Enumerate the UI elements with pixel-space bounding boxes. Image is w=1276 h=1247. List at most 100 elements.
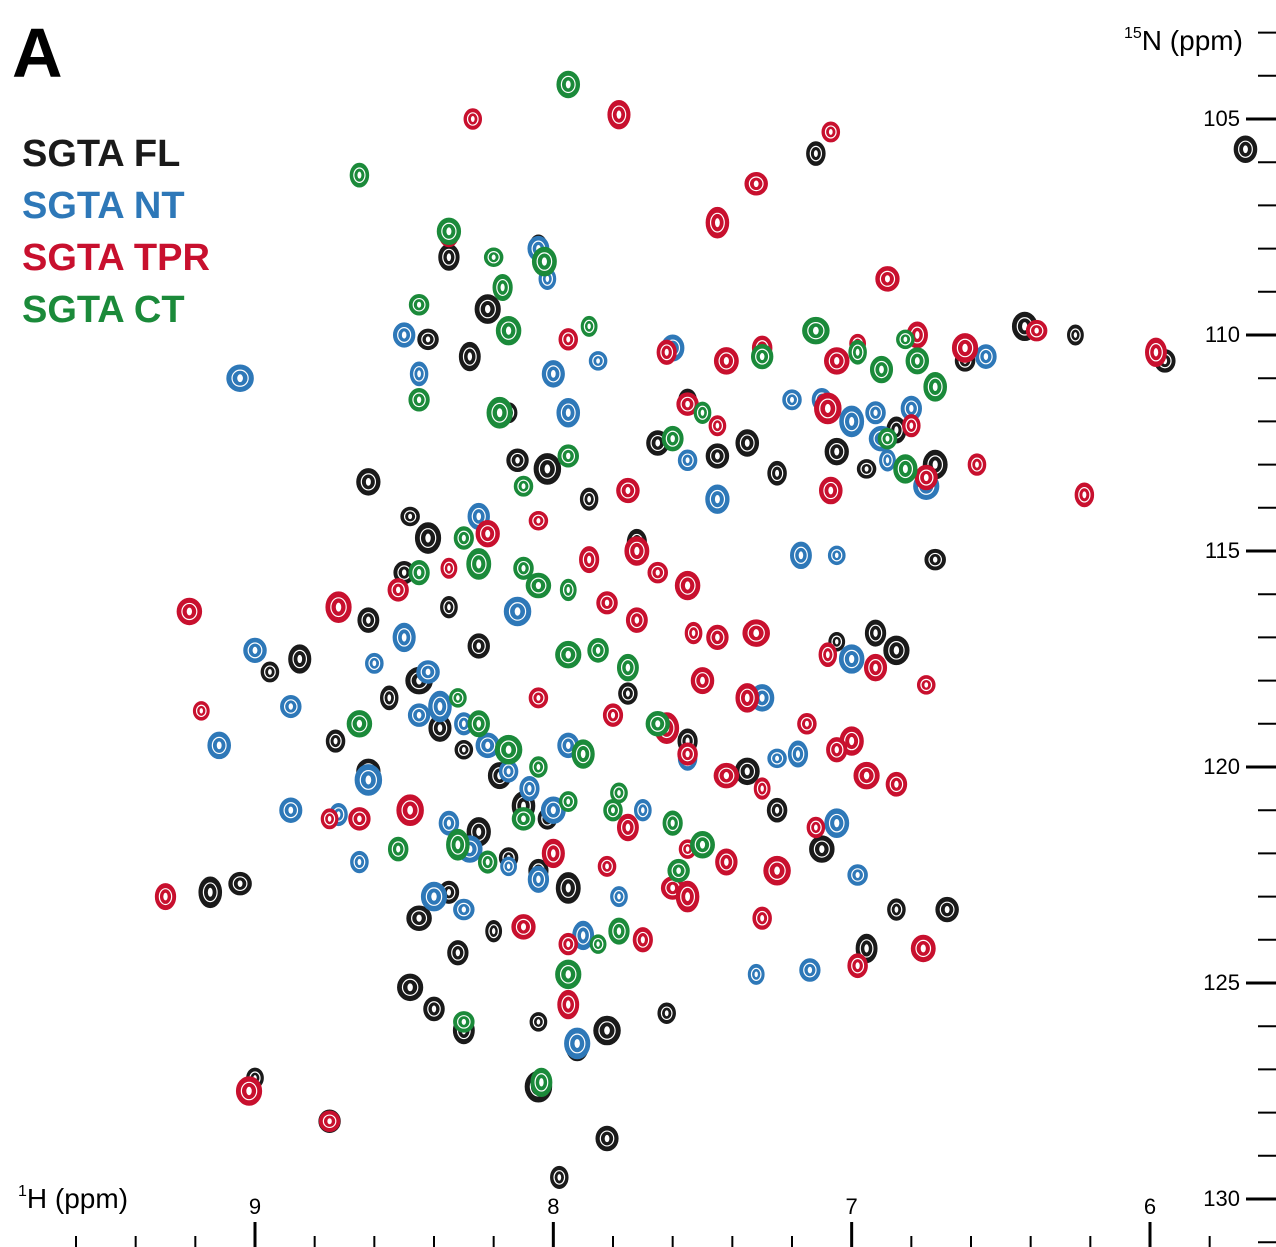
peak-contour-ring — [709, 447, 725, 464]
peak-contour-ring — [601, 859, 613, 873]
peak-center — [425, 533, 431, 543]
y-axis-label: 15N (ppm) — [1124, 25, 1243, 56]
peak-center — [625, 690, 630, 697]
peak-center — [514, 607, 521, 616]
y-tick-label: 105 — [1203, 106, 1240, 131]
peak-contour-ring — [479, 299, 496, 319]
peak-center — [1034, 327, 1039, 334]
peak-contour-ring — [881, 431, 894, 446]
peak-contour-ring — [739, 434, 755, 452]
peak-center — [873, 409, 878, 417]
peak-center — [565, 883, 571, 893]
peak-center — [587, 555, 592, 564]
peak-center — [550, 806, 556, 815]
peak-contour-ring — [517, 560, 530, 576]
peak-center — [723, 357, 729, 365]
peak-contour-ring — [831, 549, 843, 562]
peak-contour-ring — [480, 525, 496, 543]
peak-center — [1022, 322, 1028, 331]
peak-contour-ring — [351, 715, 368, 733]
peak-contour-ring — [353, 167, 366, 183]
peak-center — [685, 846, 690, 852]
peak-contour-ring — [561, 995, 576, 1014]
peak-center — [605, 863, 609, 870]
peak-contour-ring — [800, 716, 814, 731]
peak-center — [461, 1018, 467, 1025]
y-tick-label: 125 — [1203, 970, 1240, 995]
peak-contour-ring — [560, 75, 576, 94]
peak-center — [610, 711, 616, 719]
peak-contour-ring — [481, 854, 494, 870]
peak-contour-ring — [680, 886, 696, 907]
peak-center — [521, 565, 526, 572]
peak-contour-ring — [442, 815, 456, 831]
peak-contour-ring — [711, 419, 724, 433]
peak-contour-ring — [606, 707, 620, 723]
peak-contour-ring — [681, 746, 695, 762]
peak-center — [760, 785, 764, 792]
peak-contour-ring — [681, 453, 694, 468]
peak-center — [714, 452, 720, 460]
peak-center — [759, 353, 765, 361]
peak-contour-ring — [599, 1130, 615, 1147]
peak-center — [476, 642, 482, 650]
peak-center — [491, 928, 496, 935]
peak-center — [775, 469, 780, 477]
peak-center — [491, 254, 496, 260]
peak-center — [535, 581, 542, 590]
peak-contour-ring — [666, 815, 680, 832]
peak-contour-ring — [560, 878, 577, 898]
peak-contour-ring — [457, 902, 471, 917]
peak-center — [864, 466, 869, 472]
peak-contour-ring — [650, 715, 666, 732]
peak-center — [357, 858, 362, 866]
peak-center — [894, 906, 899, 913]
peak-center — [835, 639, 839, 645]
peak-center — [640, 936, 645, 944]
peak-center — [834, 552, 839, 559]
peak-contour-ring — [323, 812, 336, 826]
peak-center — [461, 720, 466, 728]
peak-center — [1073, 332, 1078, 338]
peak-contour-ring — [532, 760, 545, 774]
peak-center — [932, 382, 938, 392]
peak-contour-ring — [879, 270, 896, 287]
legend-item-nt: SGTA NT — [22, 185, 185, 227]
legend-item-ct: SGTA CT — [22, 289, 185, 331]
peak-center — [416, 914, 422, 922]
peak-center — [676, 867, 681, 874]
peak-contour-ring — [515, 918, 532, 935]
peak-contour-ring — [1149, 343, 1163, 362]
peak-center — [566, 586, 570, 594]
peak-contour-ring — [1029, 323, 1044, 338]
series-sgta-nt — [207, 235, 997, 1060]
peak-contour-ring — [503, 860, 514, 873]
peak-contour-ring — [918, 469, 934, 486]
peak-center — [902, 464, 908, 474]
peak-contour-ring — [491, 402, 508, 423]
peak-center — [700, 676, 705, 685]
peak-center — [456, 695, 460, 701]
peak-center — [566, 940, 571, 948]
peak-contour-ring — [660, 344, 674, 361]
x-axis-label-sup: 1 — [18, 1183, 27, 1200]
peak-center — [541, 257, 547, 266]
peak-contour-ring — [869, 405, 883, 421]
peak-contour-ring — [680, 396, 695, 412]
peak-contour-ring — [843, 731, 860, 751]
peak-center — [753, 180, 759, 188]
peak-contour-ring — [860, 462, 873, 476]
peak-center — [616, 927, 622, 935]
peak-contour-ring — [671, 863, 686, 879]
peak-contour-ring — [442, 248, 456, 266]
peak-contour-ring — [637, 803, 649, 818]
peak-center — [416, 711, 422, 719]
peak-center — [774, 866, 780, 875]
peak-center — [885, 457, 890, 464]
legend: SGTA FL SGTA NT SGTA TPR SGTA CT — [22, 128, 210, 336]
peak-contour-ring — [600, 595, 614, 611]
peak-center — [944, 905, 950, 914]
peak-center — [437, 724, 443, 733]
peak-center — [565, 650, 571, 659]
peak-center — [446, 227, 452, 236]
